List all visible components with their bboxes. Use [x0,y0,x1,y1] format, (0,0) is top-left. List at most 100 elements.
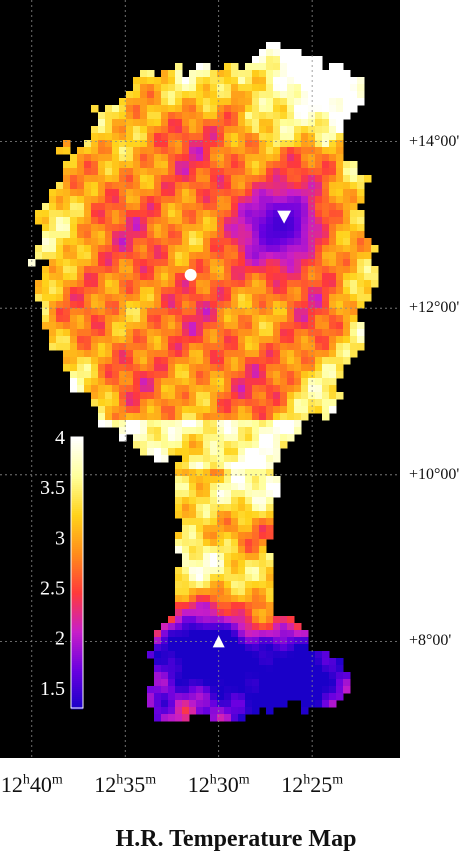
heatmap-cell [182,616,190,624]
heatmap-cell [224,308,232,316]
heatmap-cell [70,210,78,218]
heatmap-cell [252,84,260,92]
heatmap-cell [175,119,183,127]
heatmap-cell [238,196,246,204]
heatmap-cell [224,119,232,127]
heatmap-cell [196,525,204,533]
heatmap-cell [273,119,281,127]
heatmap-cell [189,644,197,652]
heatmap-cell [259,70,267,78]
heatmap-cell [161,231,169,239]
heatmap-cell [140,364,148,372]
heatmap-cell [343,266,351,274]
heatmap-cell [231,210,239,218]
heatmap-cell [91,343,99,351]
heatmap-cell [294,308,302,316]
heatmap-cell [231,77,239,85]
heatmap-cell [63,259,71,267]
heatmap-cell [161,427,169,435]
heatmap-cell [217,392,225,400]
heatmap-cell [70,329,78,337]
heatmap-cell [196,399,204,407]
heatmap-cell [63,217,71,225]
heatmap-cell [301,70,309,78]
heatmap-cell [245,518,253,526]
heatmap-cell [259,182,267,190]
heatmap-cell [301,637,309,645]
heatmap-cell [252,168,260,176]
heatmap-cell [203,294,211,302]
heatmap-cell [224,658,232,666]
heatmap-cell [77,259,85,267]
heatmap-cell [301,294,309,302]
heatmap-cell [322,350,330,358]
heatmap-cell [196,343,204,351]
heatmap-cell [203,616,211,624]
heatmap-cell [175,686,183,694]
heatmap-cell [154,182,162,190]
heatmap-cell [343,105,351,113]
heatmap-cell [217,588,225,596]
heatmap-cell [154,658,162,666]
heatmap-cell [217,546,225,554]
heatmap-cell [182,238,190,246]
heatmap-cell [126,385,134,393]
heatmap-cell [252,665,260,673]
heatmap-cell [294,315,302,323]
heatmap-cell [224,140,232,148]
heatmap-cell [259,455,267,463]
heatmap-cell [98,231,106,239]
heatmap-cell [154,322,162,330]
heatmap-cell [245,511,253,519]
heatmap-cell [140,112,148,120]
heatmap-cell [238,77,246,85]
heatmap-cell [154,357,162,365]
heatmap-cell [238,133,246,141]
heatmap-cell [56,280,64,288]
heatmap-cell [294,126,302,134]
heatmap-cell [357,217,365,225]
heatmap-cell [266,63,274,71]
heatmap-cell [189,686,197,694]
colorbar-segment [71,567,83,570]
heatmap-cell [147,385,155,393]
heatmap-cell [189,630,197,638]
heatmap-cell [224,623,232,631]
heatmap-cell [329,329,337,337]
heatmap-cell [364,266,372,274]
heatmap-cell [161,140,169,148]
heatmap-cell [245,259,253,267]
heatmap-cell [245,434,253,442]
heatmap-cell [105,147,113,155]
heatmap-cell [350,301,358,309]
heatmap-cell [154,294,162,302]
heatmap-cell [189,406,197,414]
heatmap-cell [238,406,246,414]
heatmap-cell [91,259,99,267]
heatmap-cell [175,189,183,197]
heatmap-cell [77,238,85,246]
heatmap-cell [259,315,267,323]
heatmap-cell [350,350,358,358]
heatmap-cell [252,140,260,148]
heatmap-cell [217,707,225,715]
heatmap-cell [77,350,85,358]
heatmap-cell [168,315,176,323]
heatmap-cell [336,322,344,330]
heatmap-cell [175,287,183,295]
heatmap-cell [273,378,281,386]
heatmap-cell [336,105,344,113]
heatmap-cell [224,399,232,407]
heatmap-cell [210,238,218,246]
heatmap-cell [259,378,267,386]
heatmap-cell [266,693,274,701]
heatmap-cell [196,483,204,491]
heatmap-cell [224,133,232,141]
heatmap-cell [294,168,302,176]
colorbar-segment [71,605,83,608]
heatmap-cell [231,686,239,694]
heatmap-cell [210,350,218,358]
heatmap-cell [371,245,379,253]
colorbar-segment [71,667,83,670]
heatmap-cell [119,245,127,253]
